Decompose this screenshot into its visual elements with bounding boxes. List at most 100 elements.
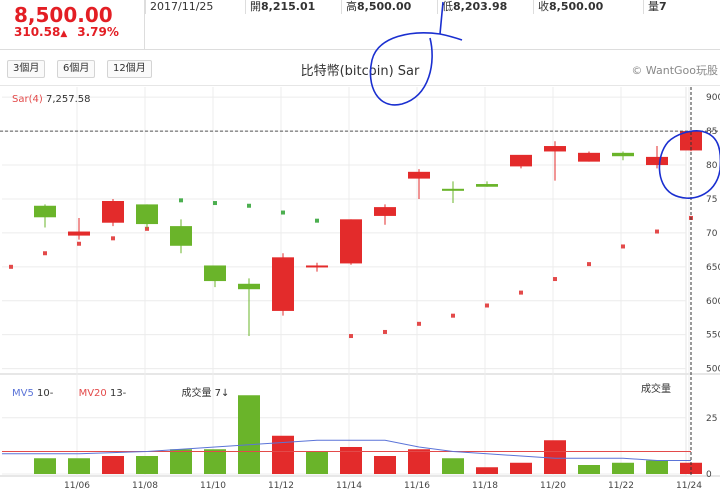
volume-bar [238,395,260,474]
volume-bar [340,447,362,474]
candle-body [476,184,498,187]
volume-ma-lines [2,439,691,461]
up-arrow-icon: ▲ [60,29,68,39]
sar-dot [247,203,251,208]
chart-title: 比特幣(bitcoin) Sar [300,64,420,79]
candlestick-series [34,131,702,337]
price-tick-label: 650 [706,263,720,273]
price-tick-label: 70 [706,229,718,239]
volume-panel-title: 成交量 [641,384,671,395]
sar-legend-label: Sar(4) [12,94,43,105]
sar-dot [383,329,387,334]
open-label: 開 [250,0,261,13]
volume-axis: 0 25 [706,414,717,480]
annotation-ellipse-title [369,32,463,106]
date-tick-label: 11/22 [608,481,634,489]
candle-body [510,154,532,167]
mv20-value: 13- [109,388,127,399]
price-box: 8,500.00 310.58▲ 3.79% [0,0,145,50]
volume-bar [306,451,328,474]
quote-date: 2017/11/25 [145,0,213,14]
volume-text: 成交量 7↓ [181,388,230,399]
chart-grid [0,87,720,477]
volume-bar [442,458,464,474]
volume-bar [612,462,634,474]
quote-date-value: 2017/11/25 [150,0,214,13]
high-value: 8,500.00 [357,0,412,13]
sar-dot [417,321,421,326]
range-6-months-button[interactable]: 6個月 [57,60,96,78]
candle-body [578,152,600,162]
volume-bar [408,449,430,474]
candle-body [646,156,668,166]
price-tick-label: 900 [706,93,720,103]
sar-dot [553,277,557,282]
mv5-label: MV5 [12,388,34,399]
sar-dot [281,210,285,215]
volume-bar [170,449,192,474]
range-12-months-button[interactable]: 12個月 [107,60,152,78]
quote-low: 低8,203.98 [437,0,507,14]
sar-legend-value: 7,257.58 [45,94,91,105]
price-tick-label: 85 [706,127,717,137]
volume-bar [544,440,566,474]
date-tick-label: 11/18 [472,481,498,489]
date-tick-label: 11/20 [540,481,566,489]
price-axis: 900 85 80 75 70 650 600 550 500 [706,93,720,374]
candle-body [374,207,396,216]
candle-body [340,219,362,264]
mv5-line [2,439,691,461]
sar-dot [451,313,455,318]
price-tick-label: 80 [706,161,718,171]
volume-label: 量 [648,0,659,13]
quote-high: 高8,500.00 [341,0,411,14]
volume-bar [272,435,294,474]
cursor-markers [0,87,720,476]
volume-bar [68,458,90,474]
sar-dot [519,290,523,295]
candle-body [442,188,464,191]
sar-legend: Sar(4) 7,257.58 [12,94,90,105]
volume-bar [578,465,600,474]
date-axis: 11/06 11/08 11/10 11/12 11/14 11/16 11/18 11/20… [64,481,702,489]
candle-body [612,152,634,157]
date-tick-label: 11/06 [64,481,90,489]
mv20-label: MV20 [78,388,107,399]
volume-tick-label: 25 [706,414,717,424]
low-label: 低 [442,0,453,13]
price-tick-label: 75 [706,195,717,205]
date-tick-label: 11/14 [336,481,362,489]
open-value: 8,215.01 [261,0,316,13]
sar-dot [9,264,13,269]
price-change: 310.58▲ 3.79% [14,25,119,39]
low-value: 8,203.98 [453,0,508,13]
candle-body [170,226,192,246]
candle-body [544,146,566,152]
hand-drawn-annotations [369,1,720,199]
candle-body [272,257,294,311]
volume-bar [510,462,532,474]
brand-watermark: © WantGoo玩股 [631,64,718,77]
candle-body [136,204,158,225]
date-tick-label: 11/16 [404,481,430,489]
volume-bar [102,456,124,474]
last-price: 8,500.00 [14,3,113,27]
sar-dot [145,226,149,231]
volume-value: 7 [659,0,667,13]
annotation-ellipse-candle [658,130,720,199]
sar-dot [213,201,217,206]
quote-open: 開8,215.01 [245,0,315,14]
volume-tick-label: 0 [706,470,712,480]
volume-bar [34,458,56,474]
sar-dot [621,244,625,249]
date-tick-label: 11/08 [132,481,158,489]
close-label: 收 [538,0,549,13]
sar-dot [111,236,115,241]
range-3-months-button[interactable]: 3個月 [7,60,46,78]
sar-dot [179,198,183,203]
close-value: 8,500.00 [549,0,604,13]
annotation-line-top [439,1,444,35]
sar-dot [77,241,81,246]
sar-dot [315,218,319,223]
